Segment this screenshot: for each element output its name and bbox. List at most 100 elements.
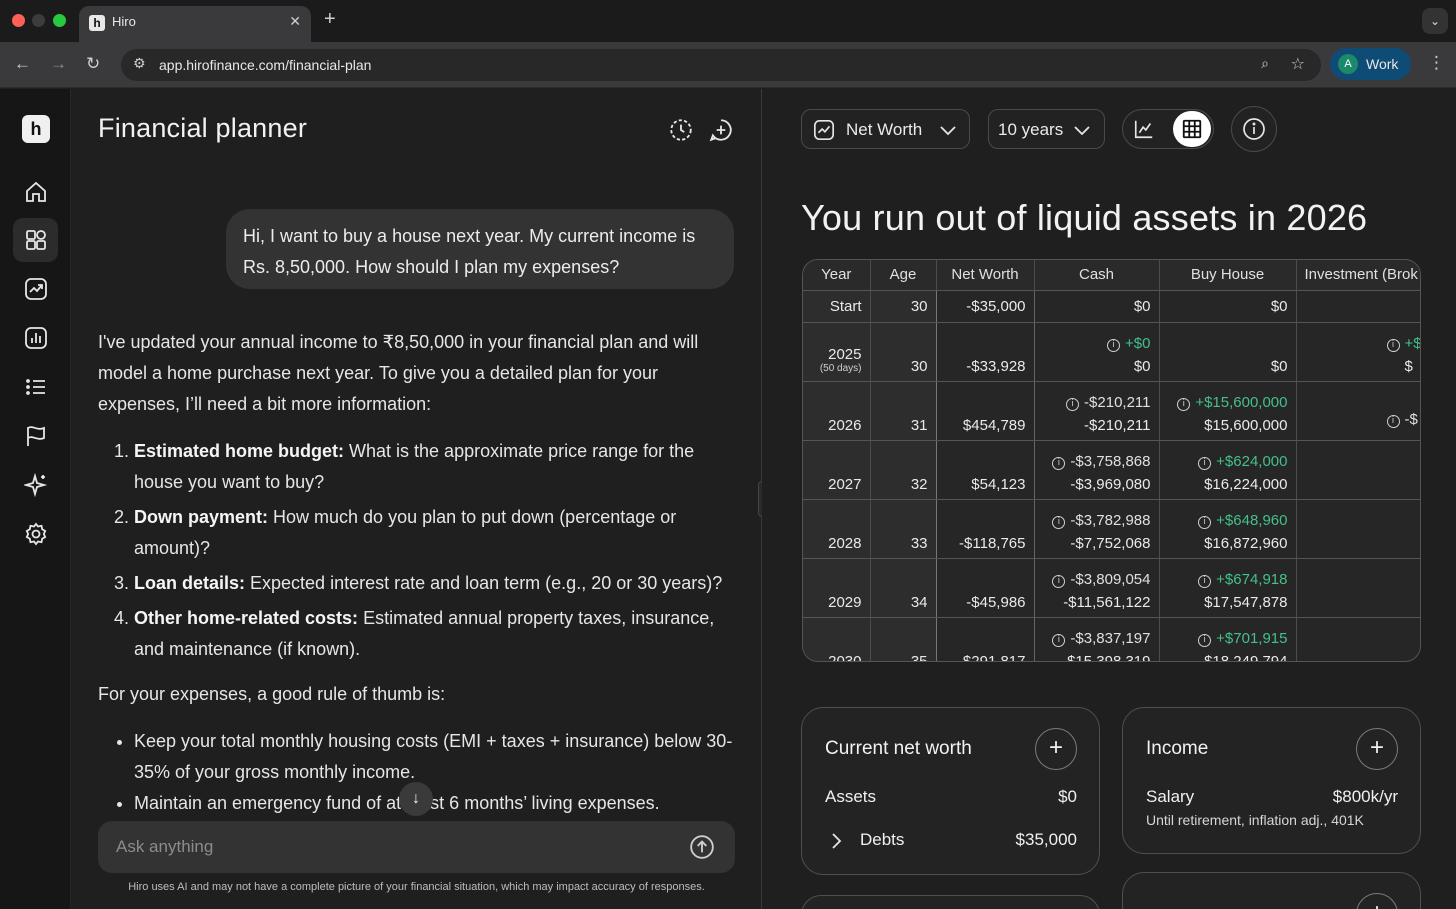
chat-input[interactable] bbox=[116, 835, 676, 859]
sidebar-item-goals[interactable] bbox=[13, 414, 58, 458]
cash-cell[interactable]: i -$3,837,197 -$15,398,319 bbox=[1034, 617, 1160, 661]
scroll-down-icon[interactable]: ↓ bbox=[399, 782, 433, 816]
debts-label[interactable]: Debts bbox=[860, 830, 905, 849]
info-icon: i bbox=[1177, 397, 1191, 411]
add-icon[interactable]: + bbox=[1356, 893, 1398, 909]
cash-cell[interactable]: i -$3,809,054 -$11,561,122 bbox=[1034, 558, 1160, 618]
back-icon[interactable]: ← bbox=[14, 54, 31, 73]
app-root: h Financial planner Hi, I want to bbox=[0, 89, 1456, 909]
table-view-icon bbox=[1182, 119, 1202, 139]
sparkle-icon bbox=[24, 473, 48, 497]
buy-house-cell[interactable]: i +$624,000 $16,224,000 bbox=[1159, 440, 1297, 500]
profile-button[interactable]: A Work bbox=[1330, 48, 1411, 80]
net-worth-card[interactable]: Current net worth + Assets $0 Debts $35,… bbox=[801, 707, 1100, 875]
year-cell: 2026 bbox=[803, 381, 871, 441]
info-icon: i bbox=[1107, 338, 1121, 352]
history-icon[interactable] bbox=[668, 117, 694, 143]
sidebar-item-home[interactable] bbox=[13, 170, 58, 214]
info-icon: i bbox=[1052, 515, 1066, 529]
age-cell: 32 bbox=[870, 440, 937, 500]
site-info-icon[interactable]: ⚙ bbox=[133, 55, 146, 71]
cash-cell[interactable]: i -$3,758,868 -$3,969,080 bbox=[1034, 440, 1160, 500]
tab-close-icon[interactable]: ✕ bbox=[289, 13, 301, 29]
info-icon: i bbox=[1052, 574, 1066, 588]
add-icon[interactable]: + bbox=[1035, 728, 1077, 770]
column-header[interactable]: Year bbox=[803, 260, 871, 291]
table-view-button[interactable] bbox=[1173, 111, 1211, 147]
close-window-button[interactable] bbox=[12, 14, 25, 27]
salary-label: Salary bbox=[1146, 787, 1195, 806]
forward-icon[interactable]: → bbox=[50, 54, 67, 73]
investment-cell[interactable]: i -$ bbox=[1296, 381, 1420, 441]
cash-cell[interactable]: i -$3,782,988 -$7,752,068 bbox=[1034, 499, 1160, 559]
new-tab-icon[interactable]: + bbox=[324, 8, 336, 30]
partial-card[interactable]: + bbox=[1122, 872, 1421, 909]
partial-card[interactable] bbox=[801, 895, 1100, 909]
debts-value: $35,000 bbox=[1015, 830, 1077, 849]
cash-cell[interactable]: i -$210,211 -$210,211 bbox=[1034, 381, 1160, 441]
chart-view-icon[interactable] bbox=[1133, 118, 1155, 140]
column-header[interactable]: Net Worth bbox=[936, 260, 1035, 291]
buy-house-cell[interactable]: i +$674,918 $17,547,878 bbox=[1159, 558, 1297, 618]
table-row: 2028 33 -$118,765 i -$3,782,988 -$7,752,06… bbox=[803, 499, 1420, 559]
column-header[interactable]: Age bbox=[870, 260, 937, 291]
range-dropdown[interactable]: 10 years bbox=[988, 109, 1105, 149]
new-chat-icon[interactable] bbox=[708, 117, 734, 143]
metric-dropdown[interactable]: Net Worth bbox=[801, 109, 970, 149]
browser-menu-icon[interactable]: ⋮ bbox=[1428, 53, 1445, 72]
send-icon[interactable] bbox=[689, 834, 715, 860]
zoom-icon[interactable]: ⌕ bbox=[1261, 55, 1269, 71]
investment-cell[interactable]: i +$ $ bbox=[1296, 322, 1420, 382]
url-text[interactable]: app.hirofinance.com/financial-plan bbox=[159, 57, 372, 73]
add-icon[interactable]: + bbox=[1356, 728, 1398, 770]
reload-icon[interactable]: ↻ bbox=[86, 54, 101, 73]
chevron-right-icon[interactable] bbox=[830, 832, 842, 850]
buy-house-cell[interactable]: i +$15,600,000 $15,600,000 bbox=[1159, 381, 1297, 441]
gear-icon bbox=[25, 522, 47, 546]
sidebar-rail: h bbox=[0, 89, 71, 909]
question-list: Estimated home budget: What is the appro… bbox=[134, 436, 733, 665]
buy-house-cell[interactable]: i +$701,915 $18,249,794 bbox=[1159, 617, 1297, 661]
column-header[interactable]: Cash bbox=[1034, 260, 1160, 291]
info-button[interactable] bbox=[1231, 106, 1277, 152]
net-worth-cell: $54,123 bbox=[936, 440, 1035, 500]
income-card[interactable]: Income + Salary $800k/yr Until retiremen… bbox=[1122, 707, 1421, 854]
tab-title: Hiro bbox=[112, 14, 136, 29]
assets-value: $0 bbox=[1058, 787, 1077, 806]
sidebar-item-apps[interactable] bbox=[13, 218, 58, 262]
tab-search-icon[interactable]: ⌄ bbox=[1422, 8, 1448, 34]
list-item: Estimated home budget: What is the appro… bbox=[134, 436, 733, 498]
investment-cell bbox=[1296, 617, 1420, 661]
age-cell: 30 bbox=[870, 322, 937, 382]
chat-pane: Financial planner Hi, I want to buy a ho… bbox=[71, 89, 761, 909]
salary-note: Until retirement, inflation adj., 401K bbox=[1146, 812, 1364, 828]
year-cell: 2028 bbox=[803, 499, 871, 559]
buy-house-cell[interactable]: i +$648,960 $16,872,960 bbox=[1159, 499, 1297, 559]
apps-icon bbox=[26, 230, 46, 250]
net-worth-cell: -$35,000 bbox=[936, 290, 1035, 323]
net-worth-cell: -$33,928 bbox=[936, 322, 1035, 382]
net-worth-cell: -$118,765 bbox=[936, 499, 1035, 559]
sidebar-item-trends[interactable] bbox=[13, 267, 58, 311]
column-header[interactable]: Buy House bbox=[1159, 260, 1297, 291]
bookmark-star-icon[interactable]: ☆ bbox=[1290, 56, 1305, 73]
maximize-window-button[interactable] bbox=[53, 14, 66, 27]
sidebar-item-settings[interactable] bbox=[13, 512, 58, 556]
minimize-window-button[interactable] bbox=[32, 14, 45, 27]
address-bar[interactable]: ⚙ app.hirofinance.com/financial-plan ⌕ ☆ bbox=[121, 49, 1321, 81]
projection-table-grid: Year Age Net Worth Cash Buy House Invest… bbox=[803, 260, 1420, 661]
sidebar-item-ai[interactable] bbox=[13, 463, 58, 507]
info-icon: i bbox=[1052, 633, 1066, 647]
browser-tab[interactable]: h Hiro ✕ bbox=[79, 6, 311, 42]
age-cell: 35 bbox=[870, 617, 937, 661]
assistant-reply: I've updated your annual income to ₹8,50… bbox=[98, 327, 733, 819]
info-icon: i bbox=[1198, 515, 1212, 529]
cash-cell[interactable]: i +$0 $0 bbox=[1034, 322, 1160, 382]
projection-table[interactable]: Year Age Net Worth Cash Buy House Invest… bbox=[802, 259, 1421, 662]
plan-pane: Net Worth 10 years You run out of liquid… bbox=[762, 89, 1456, 909]
column-header[interactable]: Investment (Brok bbox=[1296, 260, 1420, 291]
hiro-logo[interactable]: h bbox=[22, 115, 50, 143]
investment-cell bbox=[1296, 290, 1420, 323]
sidebar-item-list[interactable] bbox=[13, 365, 58, 409]
sidebar-item-reports[interactable] bbox=[13, 316, 58, 360]
